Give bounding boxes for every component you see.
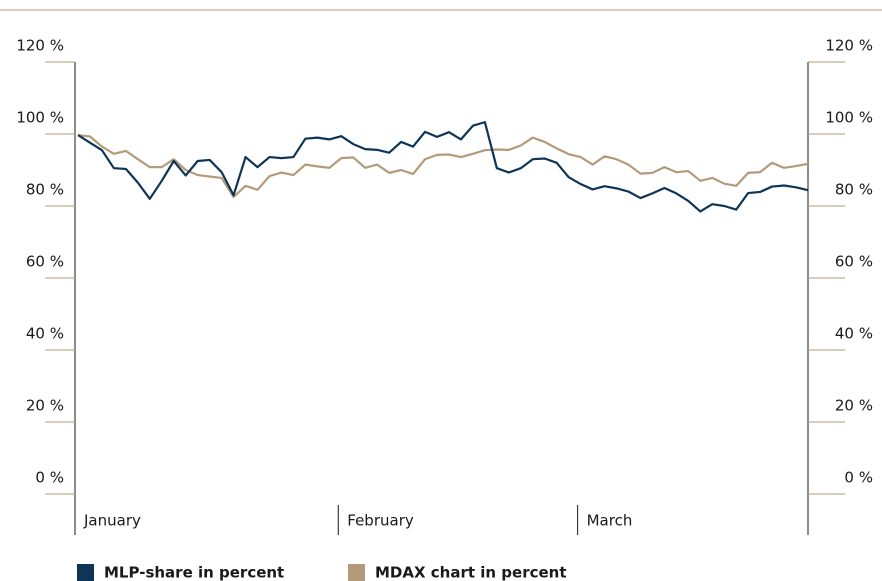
y-tick-label: 0 % xyxy=(35,469,64,487)
y2-tick-label: 120 % xyxy=(825,37,873,55)
y2-tick-label: 100 % xyxy=(825,109,873,127)
x-tick-label: January xyxy=(83,512,141,530)
x-tick-label: March xyxy=(587,512,633,530)
y-tick-label: 40 % xyxy=(26,325,64,343)
y2-tick-label: 20 % xyxy=(835,397,873,415)
x-tick-label: February xyxy=(347,512,414,530)
y-tick-label: 80 % xyxy=(26,181,64,199)
y2-tick-label: 80 % xyxy=(835,181,873,199)
y2-tick-label: 0 % xyxy=(844,469,873,487)
y-tick-label: 120 % xyxy=(16,37,64,55)
data-line xyxy=(77,133,809,199)
legend-swatch xyxy=(348,564,365,581)
y2-tick-label: 60 % xyxy=(835,253,873,271)
y2-tick-label: 40 % xyxy=(835,325,873,343)
legend-text: MDAX chart in percent xyxy=(375,564,567,581)
data-line xyxy=(77,121,809,213)
y-tick-label: 20 % xyxy=(26,397,64,415)
y-tick-label: 100 % xyxy=(16,109,64,127)
legend-swatch xyxy=(77,564,94,581)
legend-text: MLP-share in percent xyxy=(104,564,284,581)
y-tick-label: 60 % xyxy=(26,253,64,271)
